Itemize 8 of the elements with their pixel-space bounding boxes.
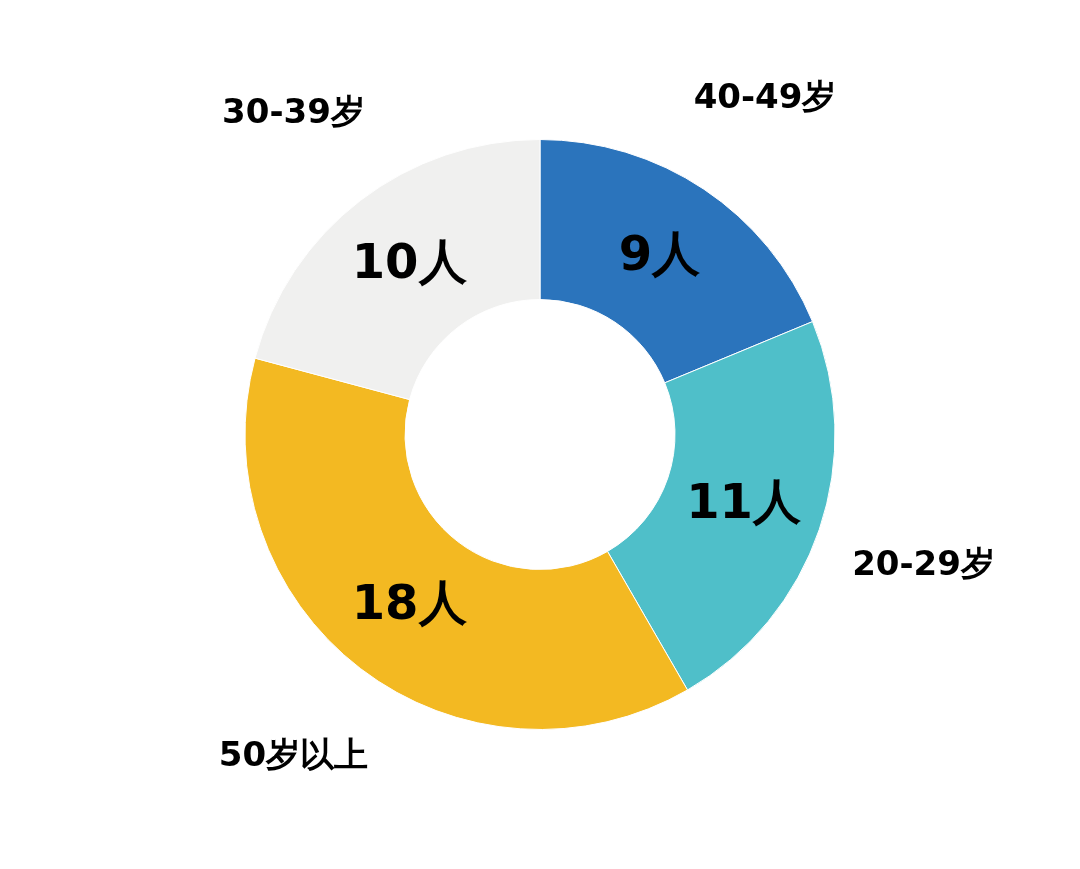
data-label: 10人 bbox=[351, 232, 467, 289]
data-label: 9人 bbox=[618, 224, 701, 281]
slice-label: 50岁以上 bbox=[218, 733, 369, 774]
slice-label: 30-39岁 bbox=[222, 91, 365, 132]
slice-label: 40-49岁 bbox=[693, 75, 837, 116]
data-label: 11人 bbox=[686, 472, 801, 529]
data-label: 18人 bbox=[351, 574, 467, 631]
slice-label: 20-29岁 bbox=[852, 542, 995, 583]
